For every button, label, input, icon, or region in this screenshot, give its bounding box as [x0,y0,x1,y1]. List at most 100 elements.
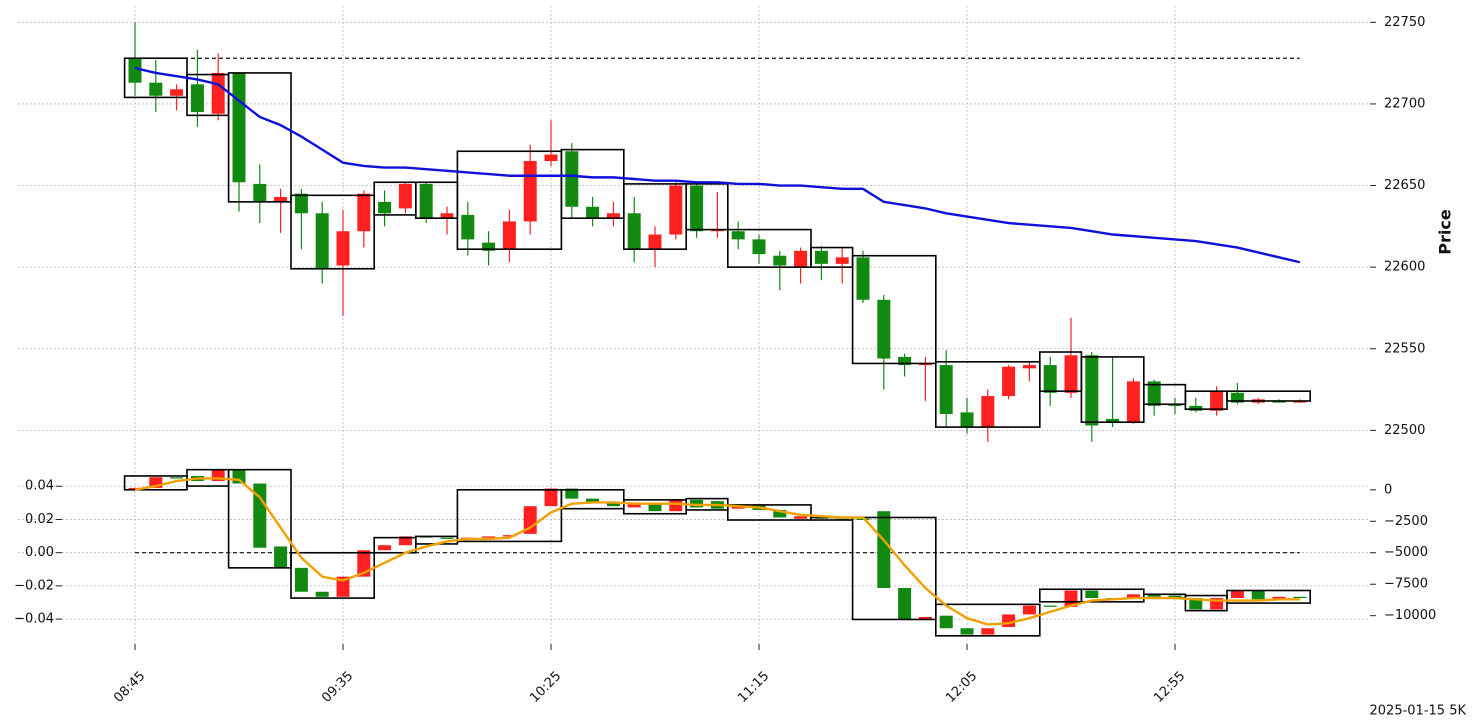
candle-body [544,154,558,162]
candle-body [1293,400,1307,403]
candle-body [1168,404,1182,406]
candle-body [1002,366,1016,397]
y-axis-label: Price [1436,209,1455,255]
range-box [227,72,292,203]
candle-body [773,509,787,518]
candle-body [690,499,704,508]
candle-body [170,477,184,479]
range-box [934,603,1041,637]
y-tick-label: −0.04 [14,612,54,627]
candle-body [211,72,225,114]
candle-body [170,89,184,96]
candle-body [606,213,620,219]
candle-body [939,615,953,629]
candle-body [440,537,454,539]
candle-body [461,214,475,240]
candle-body [336,576,350,597]
candle-body [565,488,579,499]
candle-body [378,201,392,214]
candle-body [1168,595,1182,599]
y-tick-label: 22550 [1384,341,1425,356]
range-box [227,468,292,569]
moving-average-line [134,66,1301,264]
candle-body [544,488,558,507]
candle-body [606,502,620,507]
candle-body [794,250,808,268]
candle-body [315,213,329,269]
candle-body [398,183,412,209]
candle-body [565,151,579,207]
candle-body [419,183,433,219]
candle-body [731,231,745,240]
range-box [290,551,375,599]
candle-body [794,516,808,519]
range-box [290,194,375,270]
y-tick-label: 0.02 [25,512,54,527]
candle-body [253,183,267,202]
candle-body [1210,598,1224,610]
range-box [726,504,812,521]
candle-body [253,483,267,548]
candle-body [523,161,537,222]
y2-tick-label: −5000 [1384,545,1428,560]
candle-body [669,499,683,512]
y2-tick-label: −10000 [1384,608,1436,623]
x-tick-label: 11:15 [735,669,772,706]
candle-body [814,250,828,264]
candle-body [357,193,371,232]
candle-body [898,587,912,620]
candle-body [294,193,308,214]
candle-body [918,616,932,620]
candle-body [128,58,142,83]
range-box [934,361,1041,428]
range-box [851,254,937,365]
candle-body [960,412,974,428]
x-tick-label: 08:45 [111,669,148,706]
candle-body [523,506,537,534]
candle-body [1230,392,1244,403]
candle-body [274,196,288,202]
candle-body [586,498,600,503]
y2-tick-label: −7500 [1384,577,1428,592]
candle-body [1189,405,1203,411]
candle-body [149,82,163,96]
candle-body [648,234,662,250]
candle-body [710,229,724,232]
candle-body [1043,605,1057,607]
candle-body [190,84,204,113]
candle-body [752,239,766,255]
candle-body [1106,418,1120,423]
candle-body [378,545,392,551]
candle-body [856,518,870,521]
candle-body [773,255,787,266]
y-tick-label: −0.02 [14,578,54,593]
y2-tick-label: 0 [1384,482,1392,497]
x-tick-label: 12:05 [943,669,980,706]
x-tick-label: 12:55 [1151,669,1188,706]
candle-body [502,535,516,537]
candle-body [1272,596,1286,600]
candle-body [627,213,641,250]
candle-body [1210,391,1224,411]
range-box [1226,390,1311,402]
range-box [851,516,937,621]
candle-body [1147,381,1161,406]
y-tick-label: 22700 [1384,96,1425,111]
y-tick-label: 22600 [1384,260,1425,275]
candle-body [960,628,974,635]
candle-body [149,477,163,488]
candle-body [1043,365,1057,393]
candle-body [627,502,641,508]
candle-body [1189,598,1203,610]
candle-body [1085,355,1099,426]
candle-body [586,206,600,219]
candle-body [1147,594,1161,597]
candle-body [1064,590,1078,607]
y-tick-label: 22500 [1384,423,1425,438]
candle-body [232,72,246,183]
candle-body [856,257,870,300]
y-tick-label: 0.00 [25,545,54,560]
candle-body [398,536,412,546]
candle-body [440,213,454,219]
